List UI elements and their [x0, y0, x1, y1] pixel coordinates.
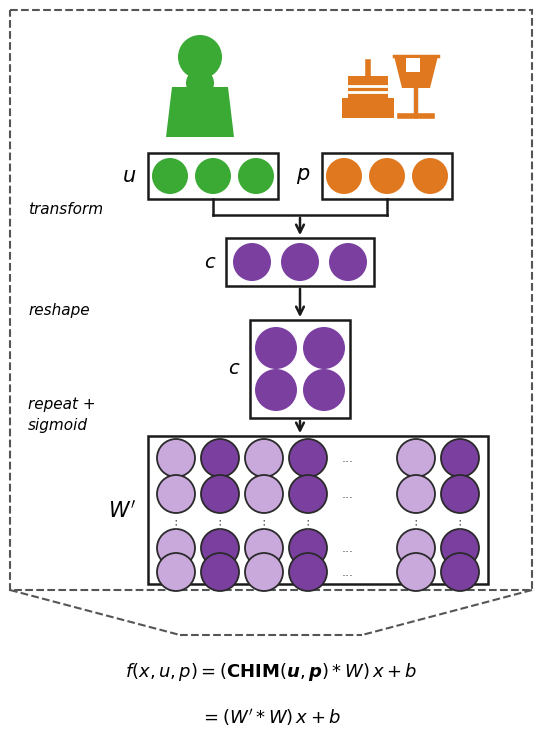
Text: repeat +
sigmoid: repeat + sigmoid	[28, 397, 95, 433]
Text: ⋮: ⋮	[410, 519, 422, 533]
Circle shape	[195, 158, 231, 194]
Text: ⋮: ⋮	[214, 519, 226, 533]
Circle shape	[233, 243, 271, 281]
Text: transform: transform	[28, 202, 103, 217]
Circle shape	[326, 158, 362, 194]
Circle shape	[441, 475, 479, 513]
Circle shape	[397, 439, 435, 477]
Circle shape	[289, 529, 327, 567]
Text: ⋮: ⋮	[258, 519, 270, 533]
Text: reshape: reshape	[28, 303, 89, 318]
Bar	[322, 153, 452, 199]
Text: $c$: $c$	[204, 252, 216, 272]
Text: ⋮: ⋮	[302, 519, 314, 533]
Bar	[10, 10, 532, 590]
Text: $W'$: $W'$	[108, 499, 136, 521]
Text: ...: ...	[342, 452, 354, 464]
Bar	[406, 58, 420, 72]
Polygon shape	[166, 87, 234, 137]
Circle shape	[397, 553, 435, 591]
Circle shape	[289, 553, 327, 591]
Text: $= (W^{\prime} * W)\, x + b$: $= (W^{\prime} * W)\, x + b$	[201, 708, 341, 728]
Bar	[250, 320, 350, 418]
Bar	[148, 153, 278, 199]
Circle shape	[157, 553, 195, 591]
Circle shape	[397, 475, 435, 513]
Circle shape	[186, 69, 214, 97]
Circle shape	[245, 529, 283, 567]
Bar	[148, 436, 488, 584]
Polygon shape	[394, 56, 438, 88]
Text: ...: ...	[342, 542, 354, 554]
Bar	[348, 76, 388, 98]
Circle shape	[201, 439, 239, 477]
Circle shape	[157, 529, 195, 567]
Circle shape	[157, 475, 195, 513]
Text: ...: ...	[342, 565, 354, 579]
Circle shape	[303, 327, 345, 369]
Text: $c$: $c$	[228, 359, 240, 379]
Text: ⋮: ⋮	[454, 519, 466, 533]
Text: $p$: $p$	[295, 166, 310, 186]
Bar	[226, 238, 374, 286]
Circle shape	[255, 327, 297, 369]
Circle shape	[281, 243, 319, 281]
Circle shape	[201, 529, 239, 567]
Circle shape	[397, 529, 435, 567]
Bar	[342, 98, 394, 118]
Circle shape	[369, 158, 405, 194]
Circle shape	[329, 243, 367, 281]
Circle shape	[441, 439, 479, 477]
Circle shape	[201, 553, 239, 591]
Circle shape	[289, 439, 327, 477]
Text: $u$: $u$	[122, 166, 136, 186]
Circle shape	[255, 369, 297, 411]
Circle shape	[412, 158, 448, 194]
Text: ⋮: ⋮	[170, 519, 182, 533]
Circle shape	[245, 475, 283, 513]
Text: $f(x,u,p) = (\mathbf{CHIM}(\boldsymbol{u},\boldsymbol{p}) * W)\, x + b$: $f(x,u,p) = (\mathbf{CHIM}(\boldsymbol{u…	[125, 661, 417, 683]
Circle shape	[152, 158, 188, 194]
Circle shape	[157, 439, 195, 477]
Circle shape	[441, 529, 479, 567]
Circle shape	[238, 158, 274, 194]
Circle shape	[441, 553, 479, 591]
Circle shape	[245, 439, 283, 477]
Circle shape	[303, 369, 345, 411]
Circle shape	[245, 553, 283, 591]
Circle shape	[201, 475, 239, 513]
Text: ...: ...	[342, 487, 354, 501]
Circle shape	[289, 475, 327, 513]
Circle shape	[178, 35, 222, 79]
